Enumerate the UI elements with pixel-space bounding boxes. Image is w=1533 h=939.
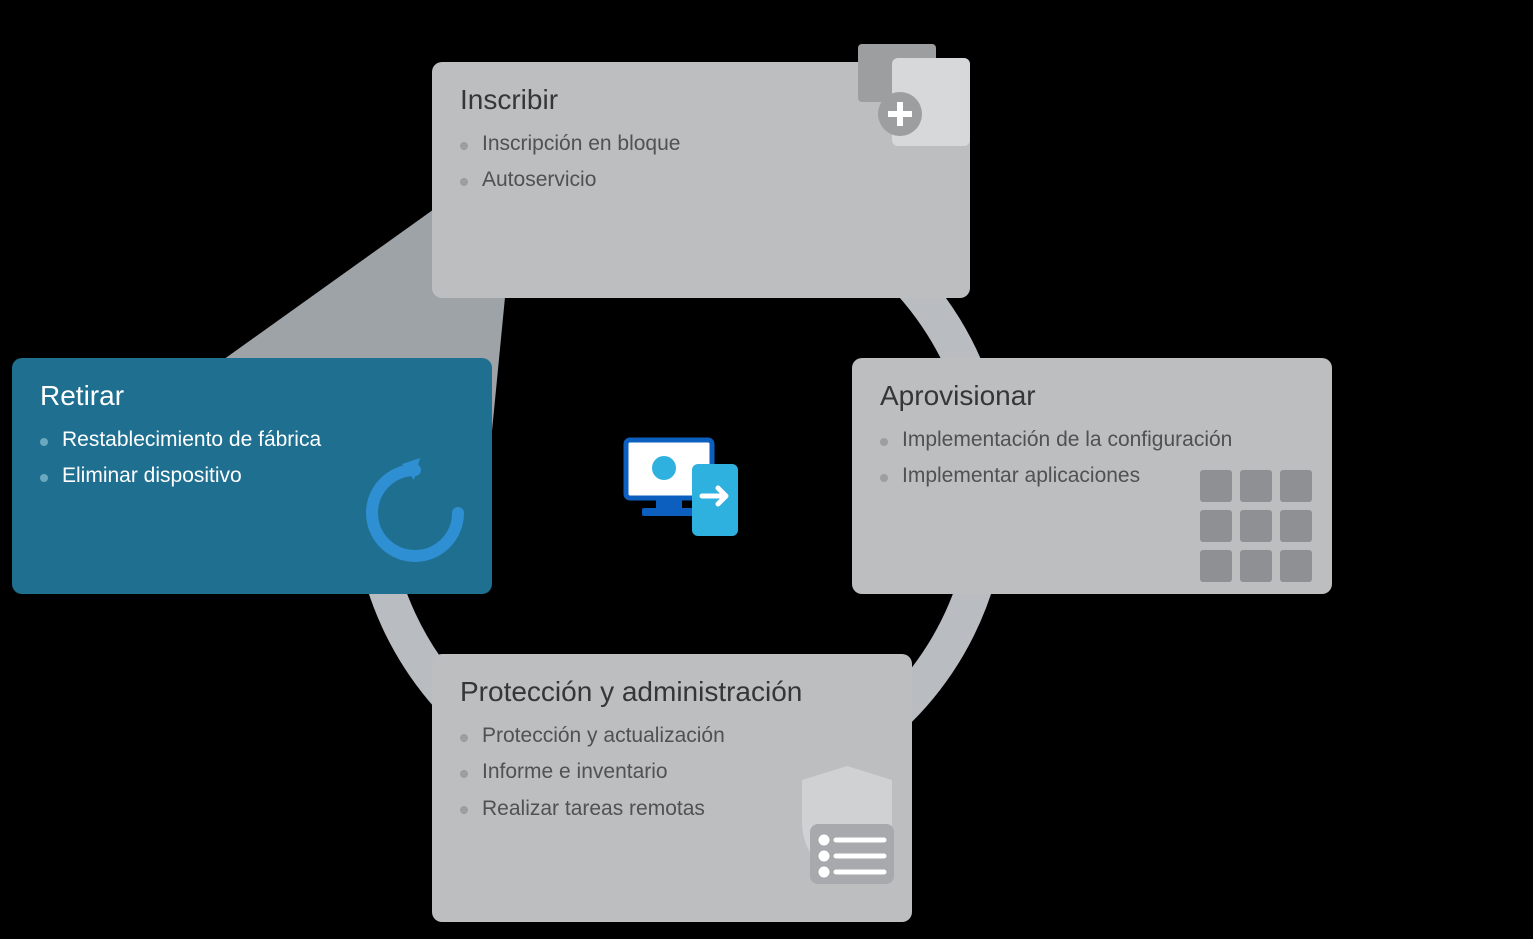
diagram-stage: Inscribir Inscripción en bloque Autoserv… — [0, 0, 1533, 939]
card-provision: Aprovisionar Implementación de la config… — [852, 358, 1332, 594]
list-item: Protección y actualización — [460, 722, 884, 750]
refresh-icon — [360, 458, 470, 568]
card-provision-title: Aprovisionar — [880, 380, 1304, 412]
devices-plus-icon — [852, 40, 982, 150]
card-protect: Protección y administración Protección y… — [432, 654, 912, 922]
list-item: Autoservicio — [460, 166, 942, 194]
shield-list-icon — [792, 764, 902, 894]
card-retire: Retirar Restablecimiento de fábrica Elim… — [12, 358, 492, 594]
list-item: Implementación de la configuración — [880, 426, 1304, 454]
card-protect-title: Protección y administración — [460, 676, 884, 708]
list-item: Restablecimiento de fábrica — [40, 426, 464, 454]
grid-icon — [1200, 470, 1312, 582]
card-retire-title: Retirar — [40, 380, 464, 412]
card-enroll: Inscribir Inscripción en bloque Autoserv… — [432, 62, 970, 298]
center-devices-icon — [620, 434, 750, 544]
